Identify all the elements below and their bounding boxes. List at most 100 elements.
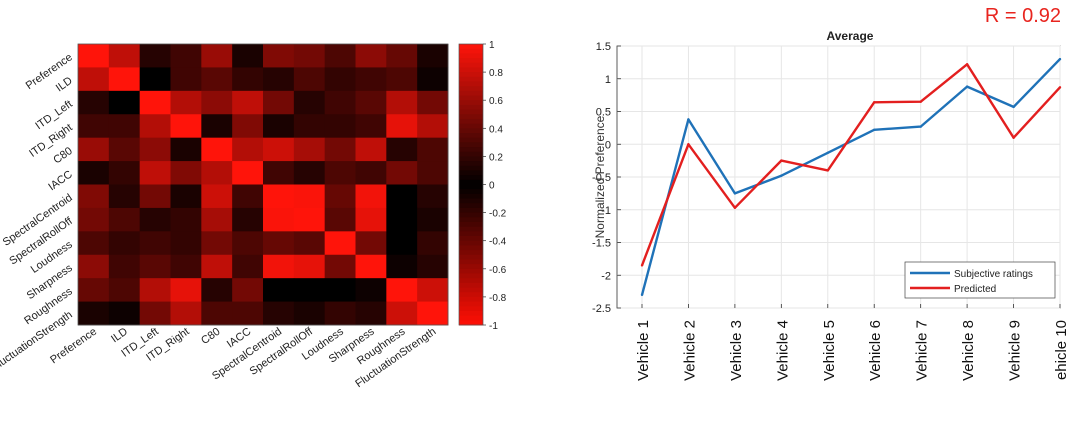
heatmap-cell-itd-left-sharpness bbox=[355, 90, 387, 115]
colorbar-segment bbox=[459, 315, 483, 321]
series-point-predicted bbox=[687, 143, 690, 146]
series-point-predicted bbox=[733, 206, 737, 209]
heatmap-cell-itd-right-loudness bbox=[324, 114, 356, 139]
heatmap-cell-spectralcentroid-spectralcentroid bbox=[263, 184, 295, 209]
colorbar-segment bbox=[459, 310, 483, 317]
series-point-predicted bbox=[1058, 86, 1062, 89]
colorbar-tick-label: -0.2 bbox=[489, 209, 507, 220]
colorbar-segment bbox=[459, 109, 483, 115]
heatmap-cell-iacc-sharpness bbox=[355, 161, 387, 185]
colorbar-segment bbox=[459, 86, 483, 92]
colorbar-segment bbox=[459, 254, 483, 260]
heatmap-cell-roughness-iacc bbox=[232, 278, 264, 302]
heatmap-cell-ild-preference bbox=[78, 67, 110, 92]
colorbar-tick-label: 1 bbox=[489, 40, 495, 51]
heatmap-cell-c80-preference bbox=[78, 137, 110, 162]
colorbar-segment bbox=[459, 118, 483, 125]
x-tick-label: Vehicle 9 bbox=[1007, 320, 1024, 381]
heatmap-cell-iacc-roughness bbox=[386, 161, 418, 185]
heatmap-cell-itd-left-c80 bbox=[201, 90, 233, 115]
heatmap-cell-roughness-sharpness bbox=[355, 278, 387, 302]
colorbar-segment bbox=[459, 137, 483, 143]
colorbar-segment bbox=[459, 100, 483, 106]
heatmap-cell-preference-iacc bbox=[232, 44, 264, 68]
x-tick-label: Vehicle 8 bbox=[960, 320, 977, 381]
heatmap-cell-spectralcentroid-c80 bbox=[201, 184, 233, 209]
heatmap-cell-itd-left-spectralcentroid bbox=[263, 90, 295, 115]
heatmap-cell-itd-right-c80 bbox=[201, 114, 233, 139]
heatmap-cell-iacc-c80 bbox=[201, 161, 233, 185]
colorbar-segment bbox=[459, 161, 483, 167]
heatmap-frame bbox=[77, 43, 449, 326]
heatmap-cell-fluctuationstrength-c80 bbox=[201, 301, 233, 326]
legend: Subjective ratings Predicted bbox=[904, 261, 1056, 299]
y-axis-label: Normalized Preference bbox=[593, 115, 607, 238]
heatmap-cell-loudness-iacc bbox=[232, 231, 264, 256]
heatmap-cell-sharpness-preference bbox=[78, 254, 110, 279]
heatmap-cell-roughness-itd-left bbox=[139, 278, 171, 302]
colorbar-segment bbox=[459, 132, 483, 139]
heatmap-cell-preference-c80 bbox=[201, 44, 233, 68]
colorbar-segment bbox=[459, 44, 483, 50]
x-tick-label: Vehicle 6 bbox=[867, 320, 884, 381]
heatmap-cell-loudness-spectralrolloff bbox=[293, 231, 326, 256]
heatmap-cell-spectralcentroid-roughness bbox=[386, 184, 418, 209]
heatmap-cell-iacc-loudness bbox=[324, 161, 356, 185]
heatmap-cell-iacc-iacc bbox=[232, 161, 264, 185]
heatmap-cell-itd-right-roughness bbox=[386, 114, 418, 139]
x-tick-label: ehicle 10 bbox=[1053, 320, 1070, 380]
heatmap-cell-ild-ild bbox=[108, 67, 141, 92]
y-tick-label: -2.5 bbox=[592, 303, 611, 315]
heatmap-cell-itd-left-preference bbox=[78, 90, 110, 115]
heatmap-cell-fluctuationstrength-iacc bbox=[232, 301, 264, 326]
heatmap-cell-spectralcentroid-preference bbox=[78, 184, 110, 209]
legend-label-predicted: Predicted bbox=[954, 284, 996, 295]
heatmap-cell-spectralcentroid-fluctuationstrength bbox=[417, 184, 449, 209]
heatmap-cell-ild-itd-left bbox=[139, 67, 171, 92]
heatmap-cell-preference-itd-left bbox=[139, 44, 171, 68]
heatmap-cell-iacc-preference bbox=[78, 161, 110, 185]
heatmap-cell-roughness-c80 bbox=[201, 278, 233, 302]
colorbar-segment bbox=[459, 221, 483, 228]
heatmap-cell-sharpness-fluctuationstrength bbox=[417, 254, 449, 279]
heatmap-cell-itd-left-ild bbox=[108, 90, 141, 115]
series-point-subjective-ratings bbox=[687, 118, 690, 121]
series-point-subjective-ratings bbox=[780, 174, 783, 177]
colorbar-segment bbox=[459, 128, 483, 134]
series-point-subjective-ratings bbox=[919, 125, 922, 128]
heatmap-cell-itd-right-itd-right bbox=[170, 114, 202, 139]
colorbar-segment bbox=[459, 90, 483, 97]
colorbar-tick-label: -0.8 bbox=[489, 293, 507, 304]
colorbar-segment bbox=[459, 282, 483, 289]
series-point-predicted bbox=[1012, 136, 1015, 139]
colorbar-segment bbox=[459, 142, 483, 148]
heatmap-cell-spectralrolloff-itd-left bbox=[139, 207, 171, 232]
heatmap-cell-spectralcentroid-spectralrolloff bbox=[293, 184, 326, 209]
heatmap-cell-spectralcentroid-sharpness bbox=[355, 184, 387, 209]
colorbar-segment bbox=[459, 104, 483, 111]
colorbar-segment bbox=[459, 231, 483, 237]
colorbar-tick-label: 0 bbox=[489, 181, 495, 192]
heatmap-cell-spectralrolloff-sharpness bbox=[355, 207, 387, 232]
y-tick-label: -2 bbox=[601, 270, 611, 282]
colorbar-segment bbox=[459, 81, 483, 87]
heatmap-cell-itd-right-fluctuationstrength bbox=[417, 114, 449, 139]
colorbar-segment bbox=[459, 264, 483, 270]
legend-label-subjective: Subjective ratings bbox=[954, 269, 1033, 280]
heatmap-cell-c80-itd-right bbox=[170, 137, 202, 162]
heatmap-cell-preference-fluctuationstrength bbox=[417, 44, 449, 68]
colorbar-segment bbox=[459, 301, 483, 307]
series-point-subjective-ratings bbox=[733, 192, 737, 195]
colorbar-segment bbox=[459, 95, 483, 101]
heatmap-cell-spectralrolloff-preference bbox=[78, 207, 110, 232]
heatmap-cell-sharpness-itd-left bbox=[139, 254, 171, 279]
heatmap-cell-loudness-loudness bbox=[324, 231, 356, 256]
heatmap-cell-roughness-loudness bbox=[324, 278, 356, 302]
colorbar-segment bbox=[459, 306, 483, 312]
heatmap-cell-loudness-spectralcentroid bbox=[263, 231, 295, 256]
heatmap-cell-preference-roughness bbox=[386, 44, 418, 68]
heatmap-cell-fluctuationstrength-fluctuationstrength bbox=[417, 301, 449, 326]
colorbar bbox=[458, 43, 484, 326]
heatmap-cell-loudness-c80 bbox=[201, 231, 233, 256]
heatmap-cell-ild-iacc bbox=[232, 67, 264, 92]
